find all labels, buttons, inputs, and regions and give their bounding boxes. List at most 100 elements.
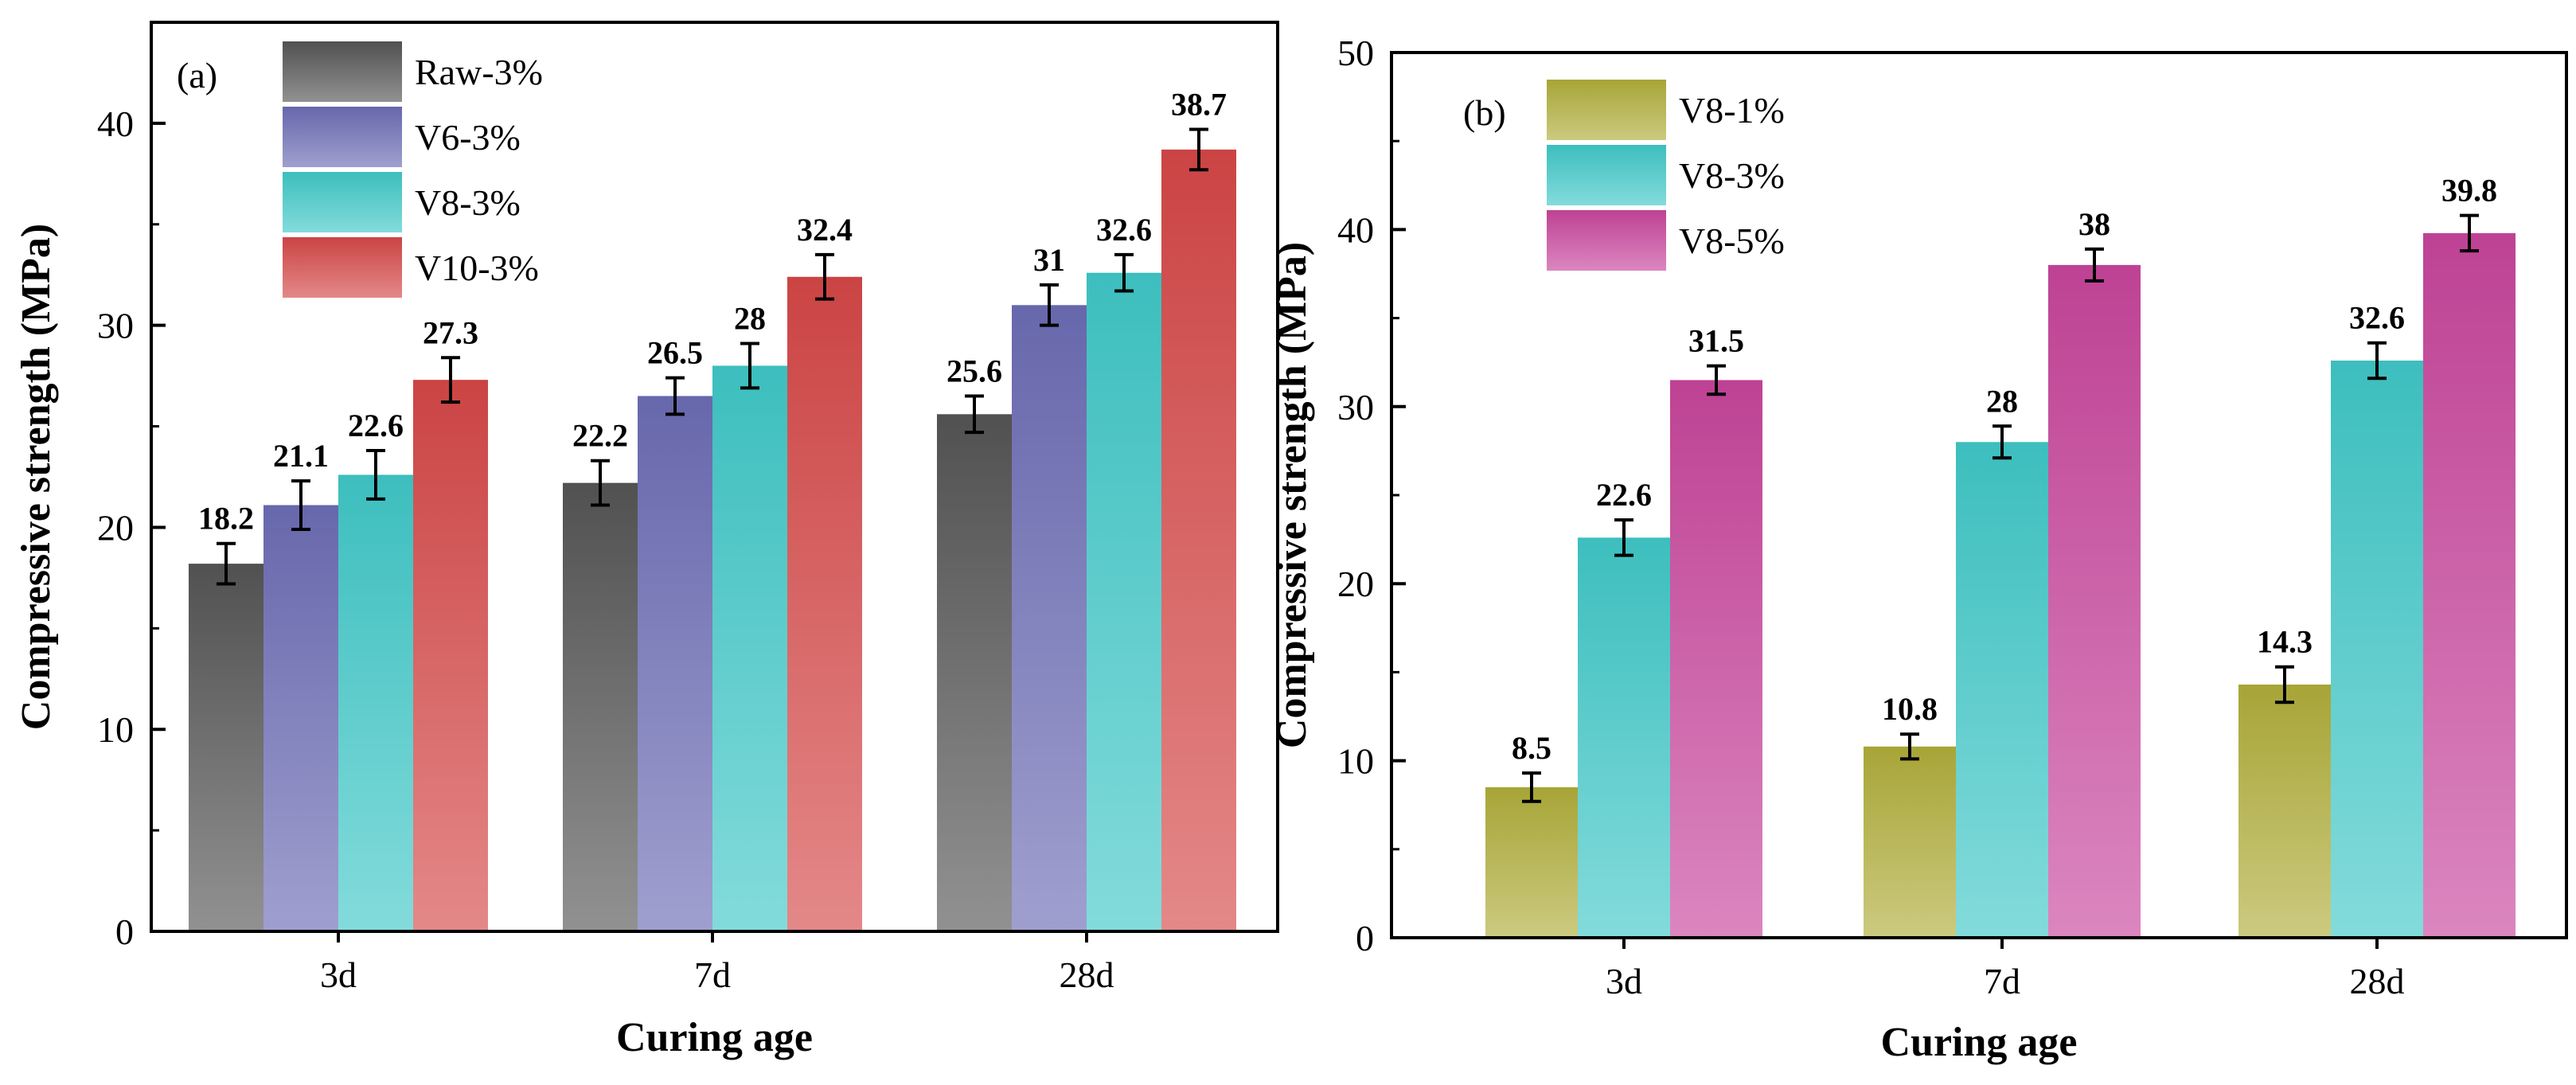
- bar-Raw-3%-3d: [189, 564, 263, 931]
- legend-entry-V8-5%: V8-5%: [1679, 221, 1785, 261]
- legend-swatch-V8-5%: [1547, 210, 1666, 271]
- bar-V8-3%-3d: [338, 474, 413, 931]
- error-bar-V8-3%-3d: [366, 449, 385, 501]
- y-tick-label: 30: [97, 306, 134, 346]
- plot-frame: [150, 21, 1279, 933]
- error-bar-V6-3%-3d: [291, 479, 310, 531]
- error-bar-Raw-3%-28d: [965, 394, 984, 435]
- y-tick-label: 30: [1337, 387, 1374, 427]
- value-label: 21.1: [273, 438, 329, 474]
- bar-Raw-3%-28d: [937, 414, 1012, 931]
- error-bar-V8-5%-28d: [2460, 213, 2479, 253]
- bar-V10-3%-3d: [413, 380, 488, 932]
- value-label: 31: [1033, 242, 1065, 278]
- y-axis-label: Compressive strength (MPa): [1270, 242, 1315, 748]
- legend-entry-V8-1%: V8-1%: [1679, 90, 1785, 131]
- x-tick-label-3d: 3d: [320, 954, 357, 995]
- y-tick-label: 40: [1337, 209, 1374, 250]
- legend-swatch-V10-3%: [283, 237, 402, 298]
- x-tick-label-3d: 3d: [1606, 961, 1642, 1001]
- legend: Raw-3% V6-3% V8-3% V10-3%: [283, 41, 543, 298]
- bar-V8-1%-7d: [1864, 746, 1956, 938]
- x-tick-label-28d: 28d: [1060, 954, 1114, 995]
- bar-V8-3%-28d: [1087, 272, 1161, 931]
- error-bar-V10-3%-28d: [1189, 127, 1208, 172]
- error-bar-V8-5%-3d: [1707, 364, 1726, 396]
- y-tick-label: 50: [1337, 33, 1374, 73]
- panel-label: (b): [1463, 92, 1506, 133]
- bar-V8-3%-3d: [1578, 537, 1670, 938]
- bar-V8-3%-7d: [1956, 442, 2048, 938]
- bar-V8-1%-28d: [2238, 684, 2331, 938]
- x-tick-label-7d: 7d: [1984, 961, 2020, 1001]
- error-bar-V8-3%-7d: [1992, 424, 2012, 460]
- error-bar-V8-3%-3d: [1614, 518, 1633, 557]
- legend-entry-V8-3%: V8-3%: [415, 182, 521, 223]
- legend-swatch-V8-1%: [1547, 80, 1666, 140]
- error-bar-V8-1%-3d: [1522, 771, 1541, 803]
- x-axis-label: Curing age: [616, 1015, 813, 1060]
- error-bar-V8-1%-7d: [1900, 732, 1919, 761]
- error-bar-V10-3%-3d: [441, 356, 460, 404]
- value-label: 22.6: [1596, 477, 1652, 513]
- bar-V6-3%-3d: [263, 505, 338, 931]
- bar-V8-5%-3d: [1670, 380, 1762, 938]
- legend: V8-1% V8-3% V8-5%: [1547, 80, 1785, 271]
- value-label: 27.3: [423, 314, 478, 350]
- error-bar-V8-3%-7d: [740, 342, 759, 390]
- error-bar-V10-3%-7d: [815, 252, 834, 301]
- legend-entry-V6-3%: V6-3%: [415, 117, 521, 158]
- value-label: 26.5: [647, 335, 703, 371]
- legend-entry-V10-3%: V10-3%: [415, 248, 539, 288]
- legend-entry-Raw-3%: Raw-3%: [415, 52, 543, 92]
- panel-a-chart: 18.2 22.2 25.6 21.1 26.5 31 22.6 28 32.6 27.3 32.4…: [14, 21, 1279, 1060]
- bar-V10-3%-7d: [787, 276, 862, 931]
- value-label: 18.2: [198, 501, 254, 537]
- error-bar-Raw-3%-3d: [217, 541, 236, 586]
- error-bar-V6-3%-7d: [665, 376, 685, 416]
- y-tick-label: 0: [115, 911, 134, 952]
- value-label: 22.2: [572, 418, 628, 454]
- error-bar-V8-1%-28d: [2275, 665, 2294, 704]
- y-tick-label: 10: [1337, 741, 1374, 782]
- value-label: 38.7: [1171, 87, 1227, 123]
- y-tick-label: 20: [1337, 564, 1374, 604]
- value-label: 32.6: [1096, 212, 1152, 248]
- value-label: 32.4: [797, 212, 853, 248]
- value-label: 14.3: [2257, 624, 2313, 660]
- y-tick-label: 20: [97, 507, 134, 548]
- error-bar-Raw-3%-7d: [591, 459, 610, 507]
- y-axis-label: Compressive strength (MPa): [14, 224, 59, 730]
- value-label: 39.8: [2441, 173, 2497, 209]
- bar-V8-3%-7d: [712, 365, 787, 931]
- value-label: 8.5: [1512, 730, 1551, 766]
- value-label: 28: [1986, 383, 2018, 419]
- legend-entry-V8-3%: V8-3%: [1679, 155, 1785, 196]
- x-tick-label-28d: 28d: [2350, 961, 2405, 1001]
- error-bar-V6-3%-28d: [1040, 283, 1059, 327]
- bar-V6-3%-7d: [638, 396, 712, 931]
- bar-V6-3%-28d: [1012, 305, 1087, 931]
- value-label: 31.5: [1688, 323, 1744, 359]
- y-tick-label: 10: [97, 709, 134, 750]
- value-label: 38: [2078, 206, 2110, 242]
- legend-swatch-V8-3%: [1547, 145, 1666, 205]
- bar-V8-1%-3d: [1485, 786, 1578, 938]
- y-tick-label: 40: [97, 103, 134, 144]
- value-label: 25.6: [946, 353, 1002, 388]
- error-bar-V8-3%-28d: [2367, 341, 2387, 381]
- panel-b-chart: 8.5 10.8 14.3 22.6 28 32.6 31.5 38 39.8 0 10 20 30 40…: [1270, 33, 2568, 1065]
- x-axis-label: Curing age: [1881, 1020, 2078, 1065]
- bar-Raw-3%-7d: [563, 482, 638, 931]
- value-label: 28: [734, 301, 766, 337]
- x-tick-label-7d: 7d: [694, 954, 731, 995]
- y-tick-label: 0: [1356, 918, 1374, 958]
- bar-V8-3%-28d: [2331, 360, 2423, 938]
- bar-V8-5%-28d: [2423, 232, 2516, 938]
- value-label: 22.6: [348, 408, 404, 443]
- value-label: 32.6: [2349, 300, 2405, 336]
- legend-swatch-V8-3%: [283, 172, 402, 232]
- panel-label: (a): [177, 55, 217, 96]
- bar-V8-5%-7d: [2048, 264, 2141, 938]
